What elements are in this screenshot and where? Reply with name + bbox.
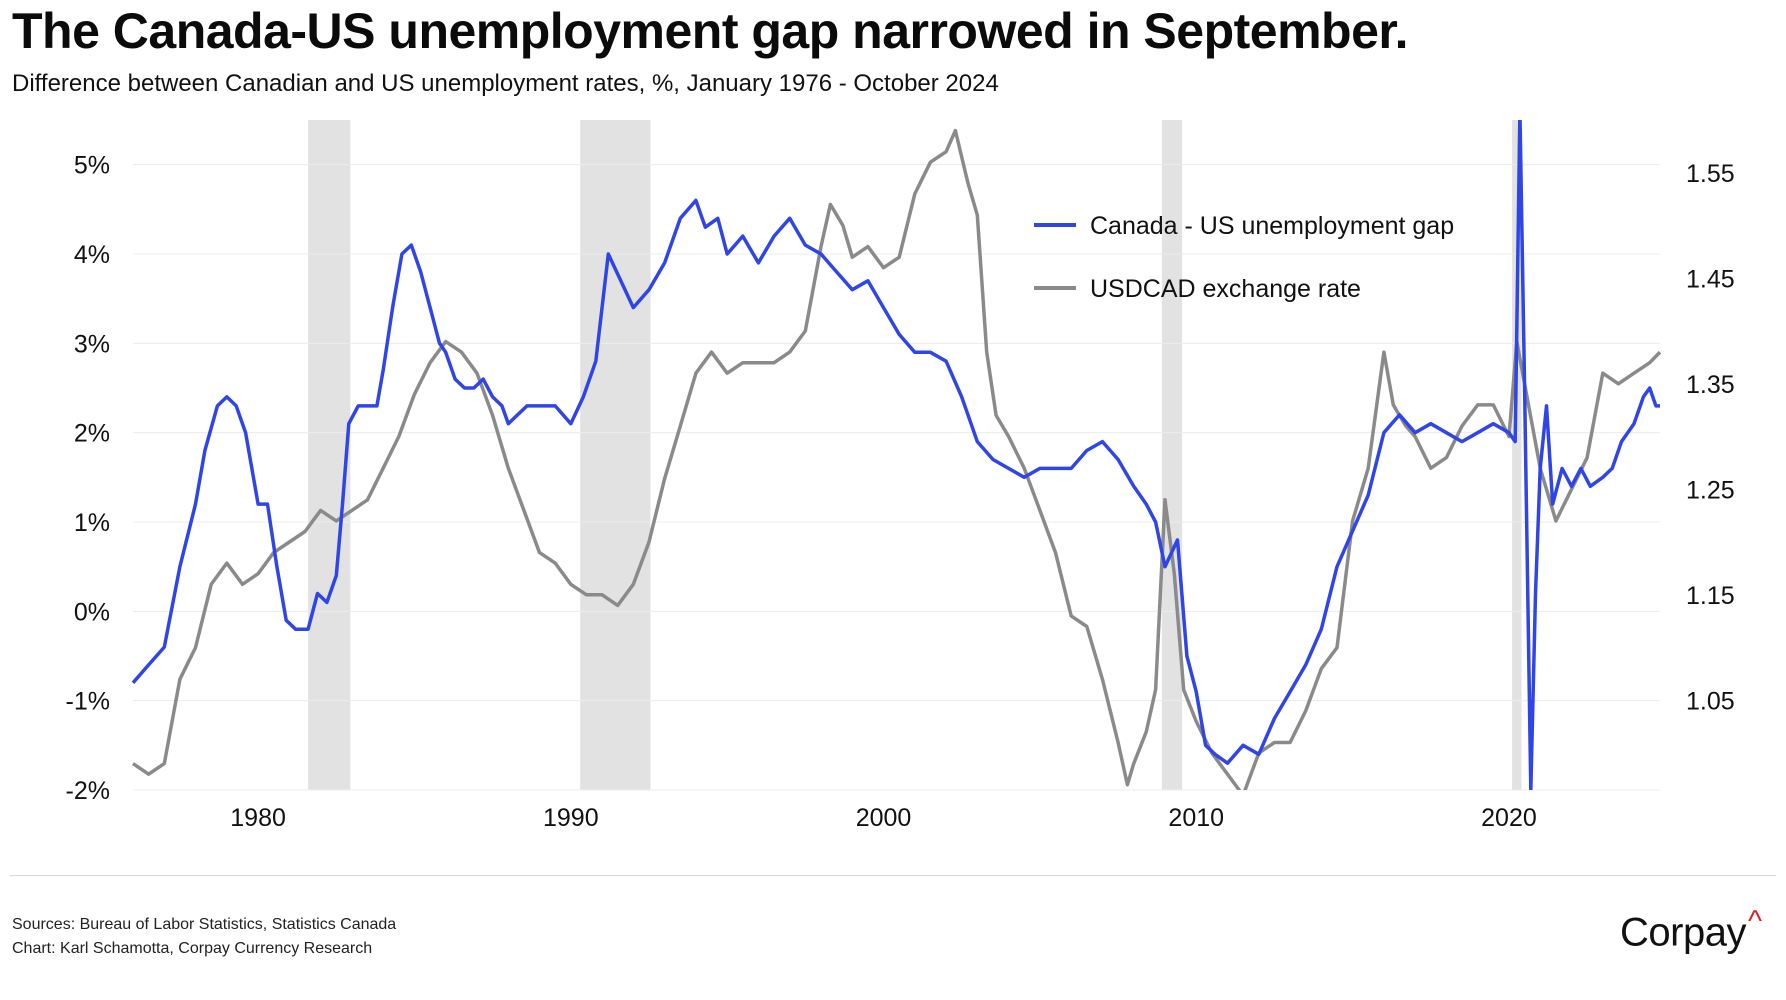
y-left-tick-label: 2% xyxy=(74,420,110,448)
unemployment-gap-series-line xyxy=(131,120,1660,790)
brand-name: Corpay xyxy=(1620,910,1746,955)
y-left-tick-label: 0% xyxy=(74,598,110,626)
recession-band xyxy=(580,120,651,790)
chart-subtitle: Difference between Canadian and US unemp… xyxy=(12,70,999,97)
x-tick-label: 2020 xyxy=(1481,804,1537,832)
sources-block: Sources: Bureau of Labor Statistics, Sta… xyxy=(12,913,396,961)
y-left-tick-label: 3% xyxy=(74,330,110,358)
y-right-tick-label: 1.25 xyxy=(1686,476,1735,504)
corpay-logo: Corpay^ xyxy=(1620,905,1762,955)
legend-label: USDCAD exchange rate xyxy=(1090,275,1361,303)
chart-credit: Chart: Karl Schamotta, Corpay Currency R… xyxy=(12,940,373,957)
footer-divider xyxy=(10,875,1776,876)
x-tick-label: 2000 xyxy=(856,804,912,832)
y-left-tick-label: 4% xyxy=(74,241,110,269)
usdcad-series-line xyxy=(132,128,1662,790)
y-right-tick-label: 1.45 xyxy=(1686,265,1735,293)
x-tick-label: 1990 xyxy=(543,804,599,832)
y-left-tick-label: -2% xyxy=(66,777,110,805)
sources-text: Sources: Bureau of Labor Statistics, Sta… xyxy=(12,916,397,933)
recession-band xyxy=(308,120,351,790)
y-right-tick-label: 1.55 xyxy=(1686,160,1735,188)
chart-title: The Canada-US unemployment gap narrowed … xyxy=(12,3,1409,59)
y-right-tick-label: 1.35 xyxy=(1686,371,1735,399)
y-right-tick-label: 1.05 xyxy=(1686,687,1735,715)
x-tick-label: 1980 xyxy=(230,804,286,832)
y-left-tick-label: -1% xyxy=(66,688,110,716)
caret-icon: ^ xyxy=(1747,905,1762,938)
x-tick-label: 2010 xyxy=(1168,804,1224,832)
y-left-tick-label: 1% xyxy=(74,509,110,537)
chart-area: -2% -1% 0% 1% 2% 3% 4% 5% 1.05 1.15 1.25 1.35 1.45 1… xyxy=(66,120,1735,832)
y-left-tick-label: 5% xyxy=(74,152,110,180)
recession-band xyxy=(1512,120,1522,790)
legend-label: Canada - US unemployment gap xyxy=(1090,212,1454,240)
y-right-tick-label: 1.15 xyxy=(1686,582,1735,610)
